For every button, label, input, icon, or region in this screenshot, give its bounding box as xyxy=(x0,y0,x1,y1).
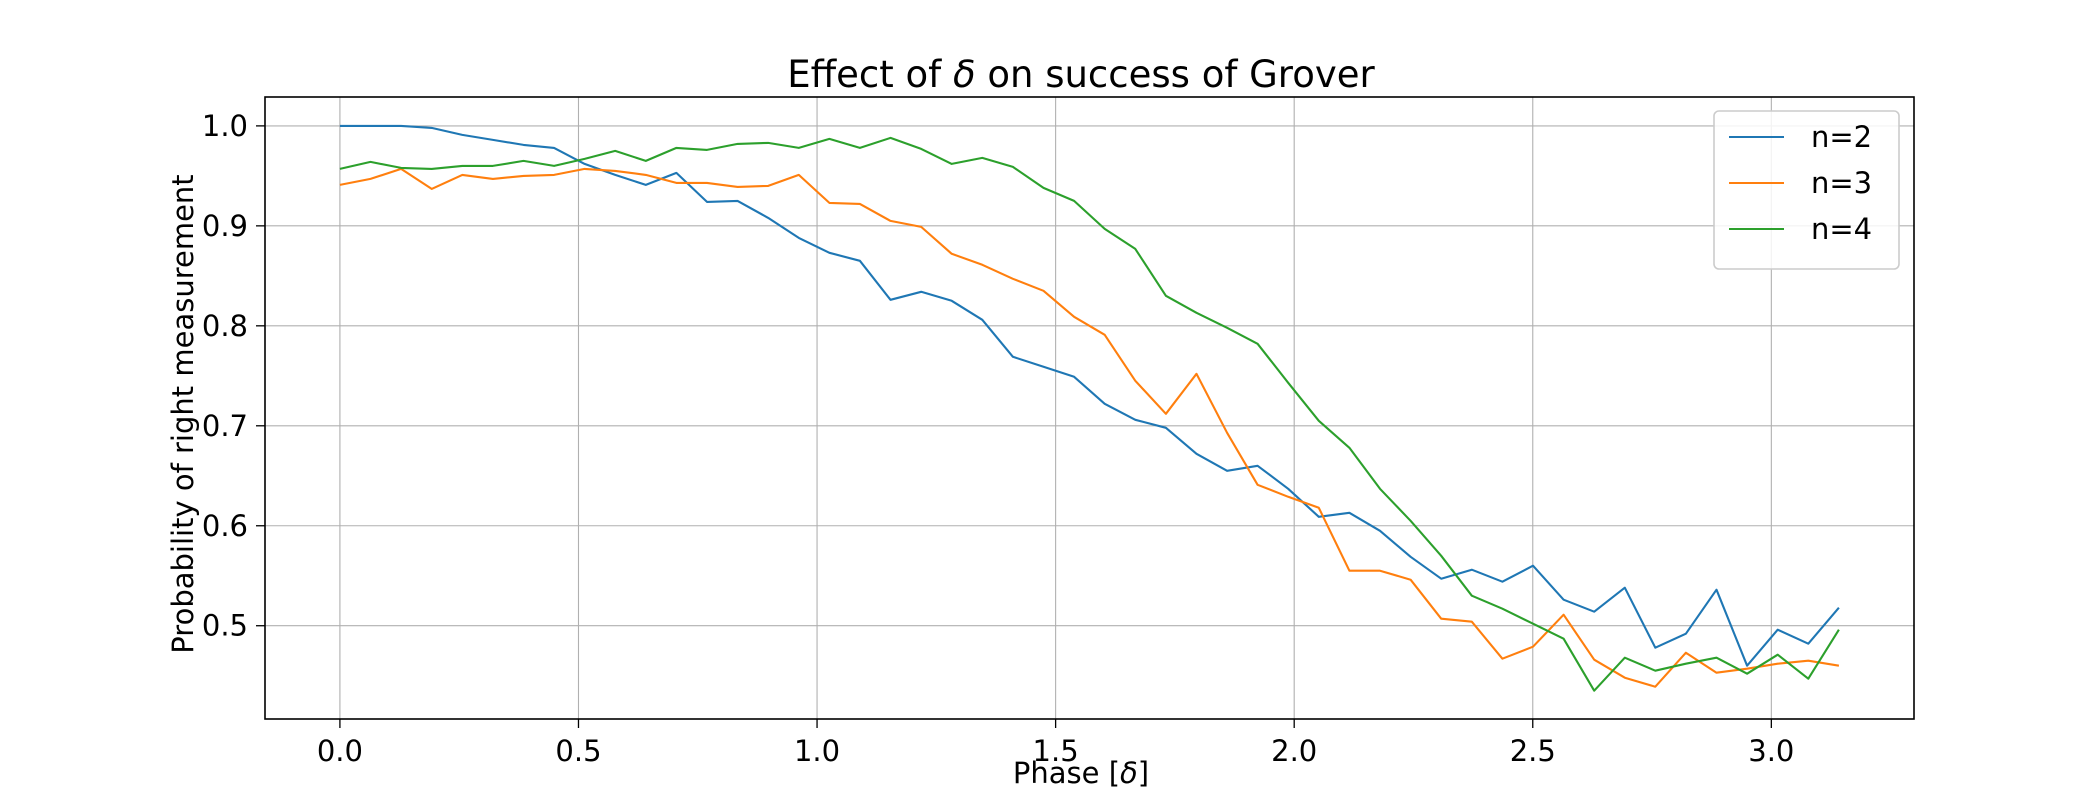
y-tick-label: 0.9 xyxy=(202,209,248,243)
x-tick-label: 0.5 xyxy=(555,734,601,768)
x-tick-label: 2.0 xyxy=(1271,734,1317,768)
axis-ticks: 0.0 0.5 1.0 1.5 2.0 2.5 3.0 0.5 0.6 0.7 0.8 0.9 1.0 xyxy=(202,109,1795,768)
x-tick-label: 1.5 xyxy=(1033,734,1079,768)
y-tick-label: 0.7 xyxy=(202,409,248,443)
x-tick-label: 0.0 xyxy=(317,734,363,768)
legend-label-n=4: n=4 xyxy=(1811,212,1872,246)
series-line-n=3 xyxy=(339,167,1840,688)
legend-label-n=3: n=3 xyxy=(1811,166,1872,200)
grid xyxy=(265,97,1914,719)
x-axis-title: Phase [δ] xyxy=(1013,756,1149,790)
series-lines xyxy=(339,124,1840,692)
legend: n=2 n=3 n=4 xyxy=(1713,110,1900,270)
chart-title: Effect of δ on success of Grover xyxy=(787,53,1375,96)
y-axis-title: Probability of right measurement xyxy=(166,174,200,653)
x-tick-label: 2.5 xyxy=(1510,734,1556,768)
x-tick-label: 1.0 xyxy=(794,734,840,768)
y-tick-label: 1.0 xyxy=(202,109,248,143)
series-line-n=4 xyxy=(339,136,1840,692)
legend-label-n=2: n=2 xyxy=(1811,120,1872,154)
x-tick-label: 3.0 xyxy=(1748,734,1794,768)
plot-frame xyxy=(264,96,1915,720)
series-line-n=2 xyxy=(339,124,1840,667)
y-tick-label: 0.8 xyxy=(202,309,248,343)
y-tick-label: 0.5 xyxy=(202,609,248,643)
y-tick-label: 0.6 xyxy=(202,509,248,543)
